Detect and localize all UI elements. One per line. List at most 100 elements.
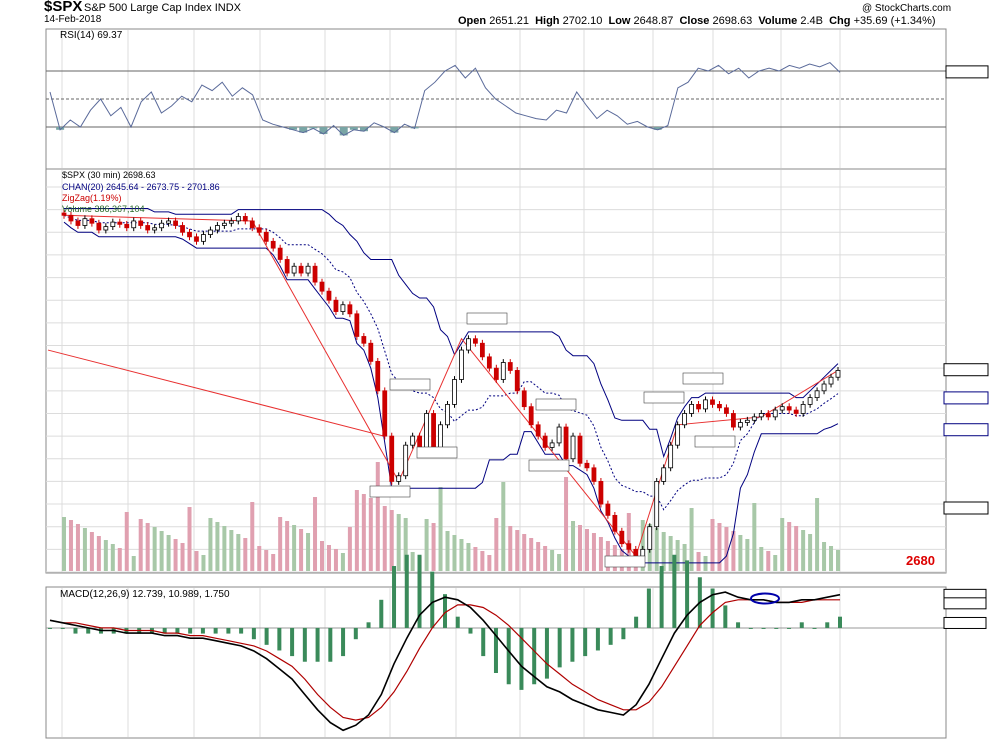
volume-bar [543,546,548,571]
candle-body [159,222,165,229]
macd-histogram-bar [392,566,397,628]
volume-bar [752,503,757,571]
candle-body [228,220,234,224]
macd-histogram-bar [570,627,575,662]
macd-title: MACD(12,26,9) 12.739, 10.989, 1.750 [60,589,230,600]
macd-histogram-bar [736,622,741,628]
macd-histogram-bar [723,605,728,628]
volume-bar [773,555,778,571]
candle-body [410,435,416,446]
candle-body [528,406,534,426]
volume-bar [152,527,157,571]
candle-body [277,247,283,260]
volume-bar [445,531,450,571]
candle-body [187,231,192,238]
note-2680: 2680 [906,553,935,568]
candle-body [110,221,116,228]
candle-body [201,234,206,242]
price-label-box [416,446,458,459]
price-panel [47,208,841,571]
volume-bar [347,527,352,571]
price-axis-value-box [943,391,989,405]
candle-body [556,426,562,444]
price-label-box [604,555,646,568]
macd-histogram-bar [532,627,537,685]
volume-bar [564,477,569,571]
macd-panel [46,554,946,732]
volume-bar [257,546,262,571]
high-value: 2702.10 [562,15,603,27]
volume-bar [829,546,834,571]
volume-bar [640,520,645,571]
copyright: @ StockCharts.com [862,3,952,14]
volume-bar [536,542,541,571]
volume-bar [208,518,213,571]
volume-bar [131,556,136,571]
axes [943,65,989,629]
candle-body [305,265,311,274]
volume-bar [515,530,520,571]
volume-bar [243,538,248,571]
candle-body [675,424,681,446]
volume-bar [522,534,527,571]
candle-body [507,362,513,371]
macd-histogram-bar [200,627,205,634]
candle-body [689,404,694,414]
candle-body [249,220,255,229]
volume-bar [696,552,701,571]
volume-bar [306,533,311,571]
price-label-box [528,459,570,472]
volume-bar [403,518,408,571]
price-axis-value-box [943,363,989,377]
macd-histogram-bar [60,627,65,629]
macd-histogram-bar [353,627,358,640]
volume-bar [340,553,345,571]
volume-bar [278,517,283,571]
volume-bar [410,552,415,571]
candle-body [563,426,569,460]
price-label-box [643,391,685,404]
volume-bar [836,550,840,571]
candle-body [751,416,757,421]
volume-bar [459,539,464,571]
macd-histogram-bar [519,627,524,690]
candle-body [758,413,764,418]
candle-body [215,225,220,231]
candle-body [291,265,297,274]
index-name: S&P 500 Large Cap Index INDX [84,2,241,14]
volume-bar [236,534,241,571]
candle-body [717,404,722,409]
macd-last-value-box [943,616,987,629]
macd-histogram-bar [608,627,613,645]
candle-body [772,409,778,418]
volume-bar [745,539,750,571]
candle-body [493,367,499,380]
candle-body [61,212,67,216]
volume-bar [361,494,366,571]
candle-body [235,216,241,222]
volume-bar [578,525,582,571]
candle-body [242,216,248,222]
macd-histogram-bar [302,627,307,662]
candle-body [145,225,151,231]
volume-bar [571,521,576,571]
volume-bar [438,487,443,571]
index-subtitle: S&P 500 Large Cap Index [84,2,212,14]
macd-histogram-bar [264,627,269,645]
candle-body [626,543,632,550]
candle-body [452,379,457,405]
candle-body [605,503,611,516]
candle-body [828,376,834,385]
volume-bar [96,536,101,571]
macd-histogram-bar [404,554,409,628]
candle-body [368,342,374,362]
candle-body [298,265,304,274]
candle-body [633,548,639,557]
volume-bar [717,523,722,571]
volume-bar [731,531,736,571]
macd-histogram-bar [634,616,639,628]
candle-body [682,413,687,426]
macd-histogram-bar [748,627,753,629]
volume-bar [187,507,192,571]
